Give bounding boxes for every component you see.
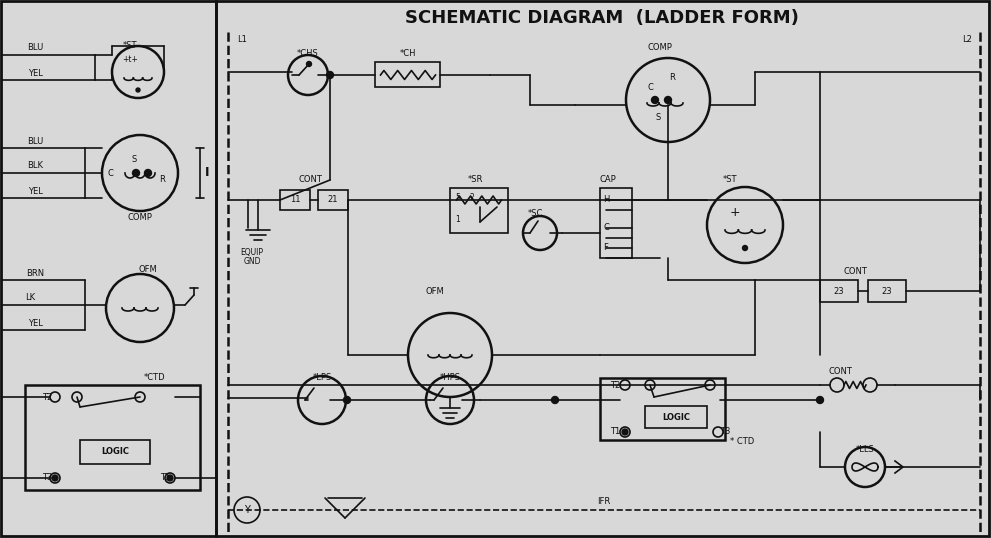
- Text: L1: L1: [237, 36, 247, 45]
- Text: 23: 23: [882, 287, 892, 295]
- Bar: [280, 190, 310, 210]
- Text: *LLS: *LLS: [855, 445, 874, 455]
- Text: T2: T2: [42, 393, 53, 401]
- Text: C: C: [603, 223, 608, 232]
- Text: CAP: CAP: [600, 175, 616, 185]
- Bar: [820, 280, 858, 302]
- Text: * CTD: * CTD: [730, 437, 754, 447]
- Text: Y: Y: [244, 505, 250, 515]
- Text: LOGIC: LOGIC: [662, 413, 690, 421]
- Text: LOGIC: LOGIC: [101, 448, 129, 457]
- Circle shape: [742, 245, 747, 251]
- Circle shape: [326, 72, 334, 79]
- Text: +: +: [729, 206, 740, 218]
- Text: OFM: OFM: [425, 287, 444, 296]
- Text: 21: 21: [328, 195, 338, 204]
- Text: 5: 5: [456, 194, 461, 202]
- Text: H: H: [603, 195, 609, 204]
- Text: *SC: *SC: [527, 209, 543, 217]
- Text: T3: T3: [42, 473, 53, 483]
- Text: T1: T1: [610, 428, 620, 436]
- Text: 1: 1: [456, 216, 461, 224]
- Text: GND: GND: [243, 258, 261, 266]
- Text: R: R: [669, 73, 675, 81]
- Text: 23: 23: [833, 287, 844, 295]
- Text: *ST: *ST: [123, 40, 137, 49]
- Circle shape: [167, 475, 173, 481]
- Circle shape: [622, 429, 628, 435]
- Bar: [868, 280, 906, 302]
- Text: T1: T1: [160, 473, 170, 483]
- Text: *HPS: *HPS: [439, 373, 461, 383]
- Text: I: I: [205, 166, 209, 180]
- Text: CONT: CONT: [828, 367, 852, 377]
- Circle shape: [552, 397, 559, 404]
- Bar: [1, 1, 216, 536]
- Text: SCHEMATIC DIAGRAM  (LADDER FORM): SCHEMATIC DIAGRAM (LADDER FORM): [405, 9, 799, 27]
- Text: CONT: CONT: [843, 267, 867, 277]
- Text: *CTD: *CTD: [144, 372, 165, 381]
- Text: BLK: BLK: [27, 161, 43, 171]
- Circle shape: [133, 169, 140, 176]
- Text: +t+: +t+: [122, 55, 138, 65]
- Bar: [375, 62, 440, 87]
- Text: YEL: YEL: [28, 68, 43, 77]
- Text: C: C: [107, 168, 113, 178]
- Text: IFR: IFR: [598, 498, 610, 506]
- Text: BLU: BLU: [27, 137, 44, 145]
- Text: EQUIP: EQUIP: [241, 249, 264, 258]
- Text: LK: LK: [25, 294, 35, 302]
- Circle shape: [52, 475, 58, 481]
- Text: OFM: OFM: [139, 265, 158, 274]
- Text: T3: T3: [719, 428, 730, 436]
- Text: BRN: BRN: [26, 268, 44, 278]
- Bar: [25, 385, 200, 490]
- Bar: [216, 1, 989, 536]
- Circle shape: [145, 169, 152, 176]
- Circle shape: [651, 96, 658, 103]
- Text: R: R: [160, 175, 165, 185]
- Text: S: S: [132, 155, 137, 165]
- Circle shape: [136, 88, 140, 92]
- Text: S: S: [655, 114, 661, 123]
- Bar: [450, 188, 508, 233]
- Bar: [600, 188, 632, 258]
- Text: YEL: YEL: [28, 318, 43, 328]
- Bar: [645, 406, 707, 428]
- Text: *CH: *CH: [399, 49, 416, 59]
- Text: *CHS: *CHS: [297, 49, 319, 59]
- Text: L2: L2: [962, 36, 972, 45]
- Text: CONT: CONT: [298, 175, 322, 185]
- Text: 2: 2: [470, 194, 475, 202]
- Bar: [80, 440, 150, 464]
- Text: BLU: BLU: [27, 44, 44, 53]
- Text: *ST: *ST: [722, 175, 737, 185]
- Bar: [318, 190, 348, 210]
- Text: C: C: [647, 82, 653, 91]
- Circle shape: [306, 61, 311, 67]
- Text: *LPS: *LPS: [312, 373, 332, 383]
- Circle shape: [817, 397, 824, 404]
- Circle shape: [344, 397, 351, 404]
- Text: YEL: YEL: [28, 187, 43, 195]
- Text: F: F: [603, 244, 607, 252]
- Text: T2: T2: [610, 380, 620, 390]
- Text: *SR: *SR: [468, 175, 483, 185]
- Bar: [600, 378, 725, 440]
- Text: COMP: COMP: [647, 43, 673, 52]
- Text: 11: 11: [289, 195, 300, 204]
- Text: COMP: COMP: [128, 213, 153, 222]
- Circle shape: [665, 96, 672, 103]
